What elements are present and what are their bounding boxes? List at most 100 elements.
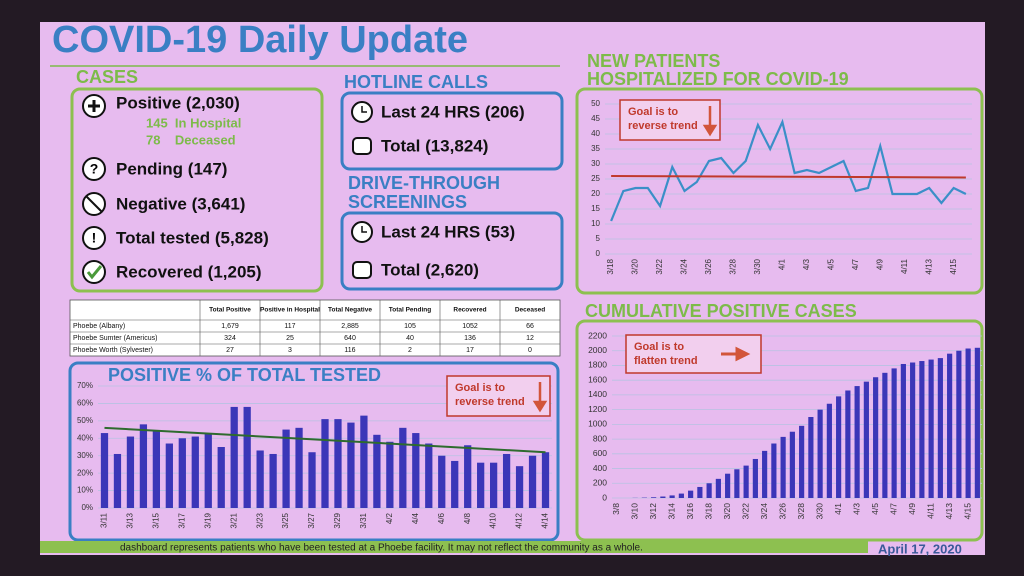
bar [752, 458, 758, 498]
y-tick-label: 2000 [588, 345, 607, 355]
y-tick-label: 10 [591, 219, 600, 228]
bar [789, 431, 795, 498]
bar [282, 429, 290, 508]
trend-line [104, 426, 546, 454]
cases-title: CASES [76, 67, 138, 87]
y-tick-label: 1200 [588, 404, 607, 414]
column-header: Deceased [515, 307, 545, 314]
x-tick-label: 4/14 [541, 512, 550, 528]
y-tick-label: 1600 [588, 374, 607, 384]
bar [928, 359, 934, 498]
x-tick-label: 4/15 [949, 258, 958, 274]
y-tick-label: 20% [77, 468, 93, 477]
y-tick-label: 50 [591, 99, 600, 108]
bar [308, 452, 316, 508]
y-tick-label: 50% [77, 416, 93, 425]
x-tick-label: 4/3 [802, 258, 811, 270]
bar [836, 396, 842, 498]
bar [725, 473, 731, 498]
bar [113, 453, 122, 508]
bar [900, 363, 906, 498]
annotation: flatten trend [634, 355, 698, 367]
bar [139, 424, 148, 508]
x-tick-label: 4/11 [925, 503, 935, 519]
x-tick-label: 3/24 [680, 258, 689, 274]
y-tick-label: 20 [591, 189, 600, 198]
x-tick-label: 4/2 [385, 512, 394, 524]
bar [919, 361, 925, 498]
y-tick-label: 30 [591, 159, 600, 168]
hotline-last-24: Last 24 HRS (206) [381, 102, 525, 121]
y-tick-label: 0 [602, 492, 607, 502]
annotation: Goal is to [634, 341, 684, 353]
x-tick-label: 3/14 [666, 503, 676, 520]
bar [863, 381, 869, 498]
bar [412, 433, 420, 508]
question-icon [82, 157, 106, 181]
y-tick-label: 40% [77, 433, 93, 442]
x-tick-label: 3/16 [685, 503, 695, 520]
y-tick-label: 10% [77, 486, 93, 495]
x-tick-label: 4/5 [870, 503, 880, 515]
bar [373, 434, 381, 508]
x-tick-label: 4/6 [437, 512, 446, 524]
x-tick-label: 3/20 [631, 258, 640, 274]
hotline-panel [340, 91, 564, 171]
in-hospital: 145 In Hospital [146, 115, 241, 130]
table-cell: 17 [466, 347, 474, 354]
footer-date: April 17, 2020 [878, 541, 962, 556]
bar [243, 406, 251, 508]
bar [230, 406, 238, 508]
footer-note: dashboard represents patients who have b… [120, 543, 643, 554]
exclaim-icon: ! [92, 230, 97, 246]
trend-line [611, 175, 966, 179]
y-tick-label: 600 [593, 448, 607, 458]
x-tick-label: 3/30 [753, 258, 762, 274]
bar [706, 483, 712, 498]
x-tick-label: 3/23 [255, 512, 264, 528]
annotation-arrow [532, 382, 548, 413]
page-title: COVID-19 Daily Update [52, 19, 468, 61]
bar [873, 377, 879, 498]
clock-icon [361, 226, 367, 233]
annotation: Goal is to [455, 382, 505, 394]
bar [688, 490, 694, 498]
bar [451, 460, 459, 508]
y-tick-label: 25 [591, 174, 600, 183]
data-line [610, 118, 967, 222]
table-cell: 105 [404, 323, 416, 330]
bar [799, 425, 805, 498]
bar [541, 452, 550, 508]
y-tick-label: 40 [591, 129, 600, 138]
bar [891, 368, 897, 498]
annotation-arrow [721, 346, 751, 362]
bar [256, 450, 264, 508]
bar [515, 466, 524, 508]
x-tick-label: 4/10 [489, 512, 498, 528]
bar [464, 445, 472, 508]
x-tick-label: 3/25 [281, 512, 290, 528]
bar [204, 433, 212, 508]
drive-title: DRIVE-THROUGH [348, 173, 500, 193]
bar [651, 497, 657, 498]
x-tick-label: 3/19 [203, 512, 212, 528]
bar [956, 350, 962, 498]
x-tick-label: 3/31 [359, 512, 368, 528]
recovered: Recovered (1,205) [116, 262, 262, 281]
bar [826, 403, 832, 498]
y-tick-label: 400 [593, 463, 607, 473]
bar [937, 358, 943, 498]
bar [334, 419, 342, 508]
bar [126, 436, 135, 508]
chart-title: NEW PATIENTS [587, 51, 720, 71]
table-cell: 12 [526, 335, 534, 342]
clock-icon [361, 106, 367, 113]
x-tick-label: 4/7 [851, 258, 860, 270]
bar [965, 348, 971, 498]
drive-last-24: Last 24 HRS (53) [381, 222, 515, 241]
bar [678, 493, 684, 498]
table-cell: 25 [286, 335, 294, 342]
row-name: Phoebe Sumter (Americus) [73, 335, 157, 342]
x-tick-label: 4/8 [463, 512, 472, 524]
